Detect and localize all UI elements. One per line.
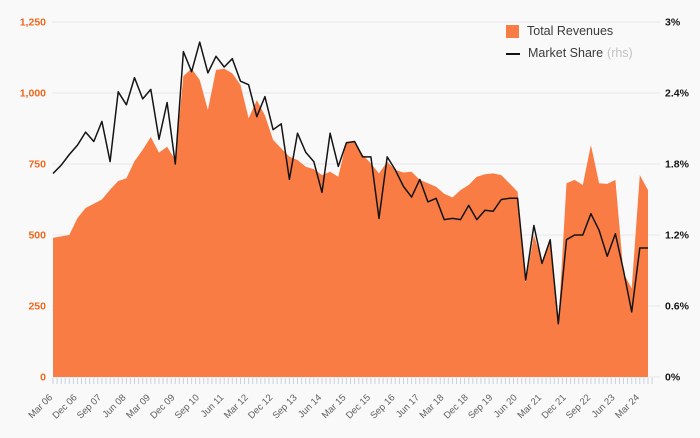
legend-rhs-note: (rhs)	[607, 46, 633, 60]
right-axis-labels: 0% 0.6% 1.2% 1.8% 2.4% 3%	[665, 17, 690, 384]
svg-text:Sep 16: Sep 16	[368, 392, 397, 421]
svg-text:Mar 15: Mar 15	[320, 392, 349, 421]
svg-text:Dec 21: Dec 21	[540, 392, 569, 421]
legend-swatch-total-revenues-icon	[506, 25, 519, 38]
svg-text:Dec 18: Dec 18	[442, 392, 471, 421]
svg-text:Mar 18: Mar 18	[418, 392, 447, 421]
svg-text:0.6%: 0.6%	[665, 301, 690, 313]
svg-text:0: 0	[40, 372, 46, 384]
chart-legend: Total Revenues Market Share (rhs)	[506, 24, 633, 61]
svg-text:1,250: 1,250	[20, 17, 46, 29]
svg-text:0%: 0%	[665, 372, 681, 384]
svg-text:Dec 09: Dec 09	[148, 392, 177, 421]
svg-text:Jun 11: Jun 11	[199, 392, 226, 419]
svg-text:Mar 24: Mar 24	[613, 392, 642, 421]
svg-text:Jun 23: Jun 23	[590, 392, 618, 420]
svg-text:Dec 12: Dec 12	[246, 392, 275, 421]
svg-text:Mar 12: Mar 12	[222, 392, 251, 421]
svg-text:500: 500	[28, 230, 46, 242]
legend-item-market-share[interactable]: Market Share (rhs)	[506, 46, 633, 61]
svg-text:1.8%: 1.8%	[665, 159, 690, 171]
legend-label-market-share: Market Share (rhs)	[528, 46, 633, 60]
svg-text:Sep 19: Sep 19	[466, 392, 495, 421]
left-axis-labels: 0 250 500 750 1,000 1,250	[20, 17, 46, 384]
svg-text:1.2%: 1.2%	[665, 230, 690, 242]
market-share-line	[52, 41, 648, 325]
svg-text:250: 250	[28, 301, 46, 313]
svg-text:Sep 22: Sep 22	[564, 392, 593, 421]
svg-text:Jun 14: Jun 14	[296, 392, 324, 420]
svg-text:Mar 09: Mar 09	[124, 392, 153, 421]
svg-text:3%: 3%	[665, 17, 681, 29]
svg-text:Sep 10: Sep 10	[173, 392, 202, 421]
legend-line-marker-icon	[506, 52, 520, 55]
total-revenues-area	[53, 68, 648, 377]
svg-text:Jun 20: Jun 20	[492, 392, 520, 420]
legend-label-total-revenues: Total Revenues	[527, 24, 614, 38]
x-axis-ticks	[52, 378, 653, 384]
svg-text:2.4%: 2.4%	[665, 88, 690, 100]
svg-text:Sep 07: Sep 07	[75, 392, 104, 421]
svg-text:Dec 06: Dec 06	[51, 392, 80, 421]
svg-text:Jun 17: Jun 17	[394, 392, 422, 420]
svg-text:750: 750	[28, 159, 46, 171]
svg-text:Sep 13: Sep 13	[271, 392, 300, 421]
legend-item-total-revenues[interactable]: Total Revenues	[506, 24, 633, 39]
svg-text:Dec 15: Dec 15	[344, 392, 373, 421]
svg-text:Mar 06: Mar 06	[26, 392, 55, 421]
svg-text:1,000: 1,000	[20, 88, 46, 100]
svg-text:Mar 21: Mar 21	[515, 392, 544, 421]
svg-text:Jun 08: Jun 08	[101, 392, 129, 420]
